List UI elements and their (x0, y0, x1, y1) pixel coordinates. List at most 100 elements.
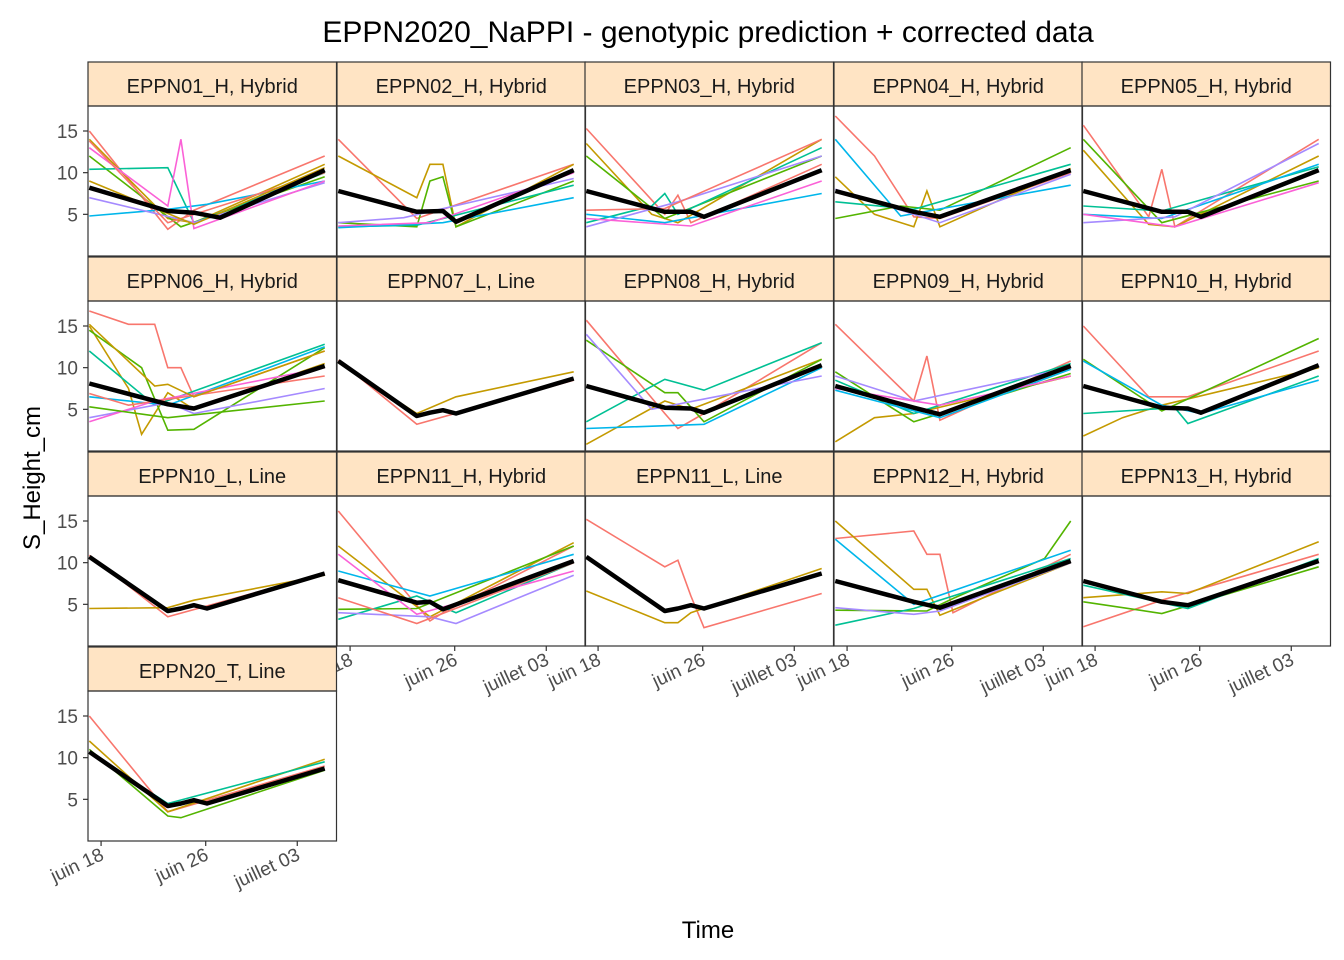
corrected-data-line (835, 530, 1072, 614)
genotypic-prediction-line (1082, 558, 1320, 608)
series-group (88, 130, 326, 231)
series-group (834, 115, 1072, 228)
x-tick-label: juin 26 (897, 649, 958, 692)
corrected-data-line (1083, 375, 1319, 425)
x-tick-label: juillet 03 (976, 649, 1049, 698)
facet-panel: EPPN08_H, Hybrid (584, 256, 835, 452)
panel-border (1081, 300, 1332, 452)
facet-panel: EPPN20_T, Line 5 10 15 juin 18 juin 26 juillet… (47, 646, 338, 893)
corrected-data-line (338, 561, 574, 625)
corrected-data-line (89, 400, 325, 419)
genotypic-prediction-line (337, 558, 575, 612)
facet-strip-label: EPPN10_L, Line (138, 466, 286, 488)
genotypic-prediction-line (337, 168, 575, 225)
facet-panel: EPPN10_L, Line 5 10 15 (57, 451, 338, 647)
corrected-data-line (1083, 142, 1320, 224)
x-tick-label: juin 18 (544, 649, 605, 692)
x-tick-label: juin 18 (1041, 649, 1102, 692)
facet-strip-label: EPPN04_H, Hybrid (873, 76, 1044, 98)
series-group (585, 518, 823, 629)
x-tick-label: juillet 03 (727, 649, 800, 698)
y-tick-label: 10 (57, 164, 78, 185)
series-group (1082, 325, 1320, 437)
genotypic-prediction-line (88, 168, 326, 220)
corrected-data-line (1083, 181, 1319, 228)
corrected-data-line (1082, 360, 1319, 415)
facet-panel: EPPN09_H, Hybrid (833, 256, 1084, 452)
facet-panel: EPPN11_L, Line juin 18 juin 26 juillet 03 (544, 451, 835, 698)
facet-panel: EPPN01_H, Hybrid 5 10 15 (57, 61, 338, 257)
corrected-data-line (1082, 325, 1319, 398)
y-tick-label: 10 (57, 554, 78, 575)
genotypic-prediction-line (88, 363, 326, 411)
corrected-data-line (338, 196, 574, 229)
corrected-data-line (88, 715, 325, 813)
facet-strip-label: EPPN07_L, Line (387, 271, 535, 293)
panel-border (87, 495, 338, 647)
series-group (88, 715, 326, 819)
facet-strip-label: EPPN02_H, Hybrid (376, 76, 547, 98)
x-tick-label: juillet 03 (1224, 649, 1297, 698)
y-tick-label: 5 (67, 205, 78, 226)
facet-strip-label: EPPN05_H, Hybrid (1121, 76, 1292, 98)
facet-strip-label: EPPN20_T, Line (139, 661, 286, 683)
corrected-data-line (834, 520, 1071, 617)
corrected-data-line (585, 155, 822, 220)
genotypic-prediction-line (337, 359, 575, 419)
facet-panel: EPPN05_H, Hybrid (1081, 61, 1332, 257)
corrected-data-line (586, 366, 823, 430)
corrected-data-line (585, 358, 822, 446)
x-tick-label: juin 26 (1145, 649, 1206, 692)
genotypic-prediction-line (585, 554, 823, 614)
corrected-data-line (1083, 163, 1319, 220)
facet-strip (87, 256, 338, 302)
corrected-data-line (585, 339, 823, 423)
facet-strip-label: EPPN10_H, Hybrid (1121, 271, 1292, 293)
corrected-data-line (337, 155, 575, 229)
corrected-data-line (89, 310, 325, 398)
series-group (337, 138, 575, 229)
genotypic-prediction-line (585, 363, 823, 415)
facet-strip (833, 61, 1084, 107)
corrected-data-line (585, 518, 822, 629)
corrected-data-line (1082, 138, 1319, 224)
corrected-data-line (835, 557, 1071, 626)
corrected-data-line (586, 192, 822, 224)
series-group (585, 127, 823, 228)
genotypic-prediction-line (88, 749, 326, 809)
facet-panel: EPPN13_H, Hybrid juin 18 juin 26 juillet 03 (1041, 451, 1332, 698)
x-axis-title: Time (682, 917, 734, 944)
facet-strip (87, 646, 338, 692)
corrected-data-line (586, 138, 823, 211)
corrected-data-line (338, 574, 575, 625)
corrected-data-line (586, 567, 822, 624)
facet-panel: EPPN02_H, Hybrid (336, 61, 587, 257)
series-group (1082, 541, 1320, 628)
corrected-data-line (834, 538, 1071, 606)
facet-strip (336, 451, 587, 497)
genotypic-prediction-line (834, 168, 1072, 220)
corrected-data-line (835, 163, 1071, 211)
corrected-data-line (338, 553, 574, 597)
corrected-data-line (337, 510, 575, 623)
y-tick-label: 15 (57, 512, 78, 533)
facet-strip (1081, 61, 1332, 107)
genotypic-prediction-line (1082, 168, 1320, 220)
x-tick-label: juin 26 (400, 649, 461, 692)
facet-panel: EPPN03_H, Hybrid (584, 61, 835, 257)
facet-strip-label: EPPN11_L, Line (636, 466, 782, 488)
genotypic-prediction-line (834, 558, 1072, 610)
x-tick-label: juillet 03 (479, 649, 552, 698)
facet-strip (87, 451, 338, 497)
corrected-data-line (88, 140, 325, 224)
corrected-data-line (586, 155, 822, 228)
corrected-data-line (88, 329, 326, 432)
facet-strip (1081, 451, 1332, 497)
facet-strip-label: EPPN06_H, Hybrid (127, 271, 298, 293)
corrected-data-line (586, 180, 822, 227)
facet-strip (1081, 256, 1332, 302)
y-axis-title: S_Height_cm (19, 406, 46, 550)
facet-strip (336, 256, 587, 302)
facet-strip-label: EPPN12_H, Hybrid (873, 466, 1044, 488)
